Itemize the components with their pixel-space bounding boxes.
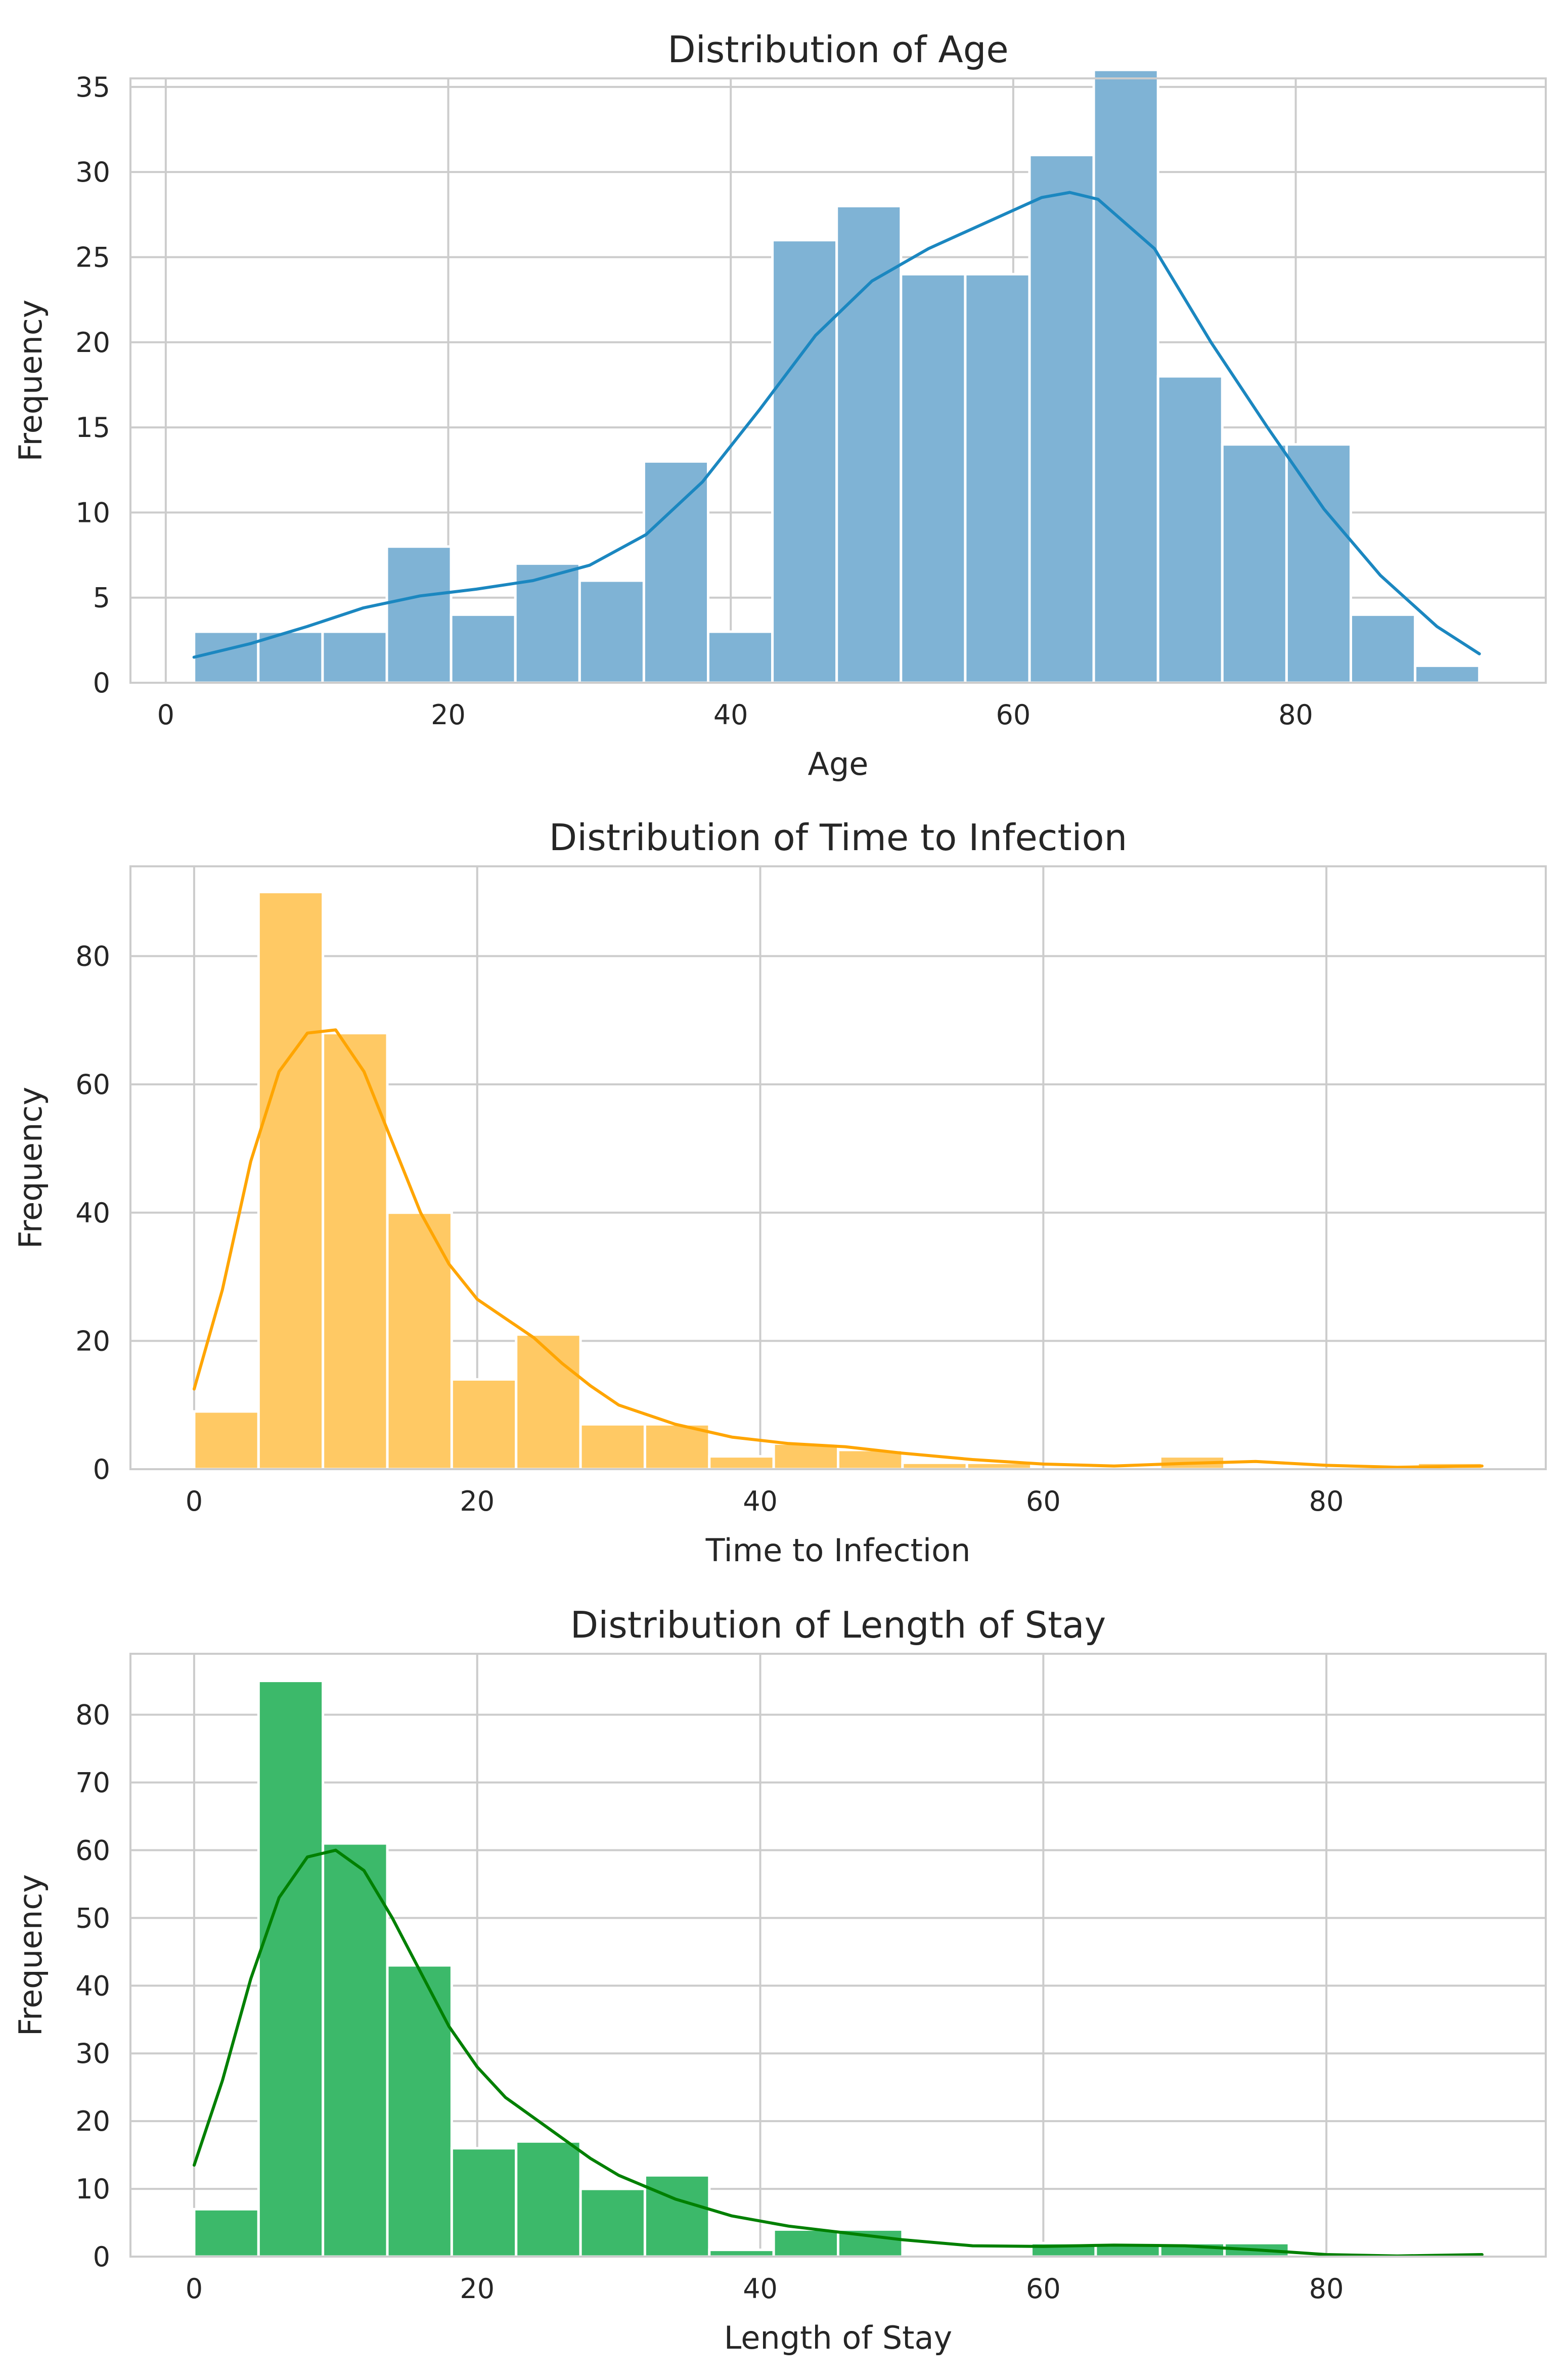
histogram-bar <box>450 613 517 684</box>
histogram-bar <box>385 545 453 684</box>
x-tick-label: 80 <box>1278 699 1313 731</box>
histogram-bar <box>321 630 388 684</box>
chart-title: Distribution of Time to Infection <box>549 816 1128 859</box>
histogram-bar <box>257 1680 325 2258</box>
x-tick-label: 80 <box>1309 2273 1344 2305</box>
y-tick-label: 0 <box>93 667 110 699</box>
histogram-bar <box>386 1964 453 2258</box>
y-tick-label: 10 <box>75 2173 110 2205</box>
histogram-bar <box>515 1333 582 1471</box>
y-tick-label: 40 <box>75 1970 110 2002</box>
y-tick-label: 20 <box>75 1325 110 1357</box>
histogram-bar <box>642 460 710 684</box>
histogram-bar <box>450 1378 518 1471</box>
histogram-bar <box>193 630 260 684</box>
chart-title: Distribution of Age <box>667 28 1008 71</box>
histogram-bar <box>1156 375 1224 684</box>
panel-length-of-stay: 0 20 40 60 80 0 10 20 30 40 50 60 70 80 Distribution o… <box>12 1604 1547 2356</box>
x-tick-label: 60 <box>1026 2273 1061 2305</box>
plot-frame <box>129 1653 1547 2258</box>
y-tick-label: 50 <box>75 1902 110 1934</box>
histogram-bar <box>707 630 774 684</box>
y-tick-label: 40 <box>75 1197 110 1229</box>
y-tick-label: 25 <box>75 241 110 273</box>
histogram-bar <box>579 2187 646 2258</box>
plot-frame <box>129 77 1547 684</box>
kde-line <box>193 1848 1484 2258</box>
x-tick-label: 20 <box>460 2273 495 2305</box>
x-tick-label: 0 <box>186 1485 203 1517</box>
y-axis-label: Frequency <box>12 1874 49 2036</box>
histogram-bar <box>1414 664 1481 684</box>
histogram-bar <box>515 2140 582 2258</box>
x-tick-label: 60 <box>996 699 1031 731</box>
y-tick-label: 20 <box>75 327 110 359</box>
y-tick-label: 70 <box>75 1767 110 1798</box>
y-axis-label: Frequency <box>12 299 49 461</box>
histogram-bar <box>1028 153 1095 684</box>
histogram-bar <box>771 239 838 684</box>
histogram-bar <box>450 2147 518 2258</box>
histogram-bar <box>193 2208 260 2258</box>
y-tick-label: 20 <box>75 2105 110 2137</box>
y-tick-label: 80 <box>75 1699 110 1731</box>
y-axis-label: Frequency <box>12 1087 49 1249</box>
histogram-bar <box>322 1842 389 2258</box>
x-axis-label: Age <box>808 745 869 782</box>
panel-age: 0 20 40 60 80 0 5 10 15 20 25 30 35 Distribution of A… <box>12 28 1547 782</box>
histogram-bar <box>1092 68 1159 684</box>
histogram-bar <box>1350 613 1417 684</box>
x-tick-label: 20 <box>460 1485 495 1517</box>
histogram-bar <box>772 2228 840 2258</box>
plot-frame <box>129 865 1547 1470</box>
histogram-bar <box>257 891 325 1471</box>
histogram-bar <box>1285 443 1353 684</box>
x-tick-label: 40 <box>743 2273 778 2305</box>
y-tick-label: 80 <box>75 941 110 973</box>
y-tick-label: 60 <box>75 1069 110 1100</box>
panel-time-to-infection: 0 20 40 60 80 0 20 40 60 80 Distribution of Time t… <box>12 816 1547 1569</box>
histogram-bar <box>322 1032 389 1471</box>
y-tick-label: 5 <box>93 582 110 614</box>
histogram-bar <box>835 204 903 684</box>
histogram-bar <box>193 1410 260 1471</box>
histogram-bar <box>643 2174 711 2258</box>
x-tick-label: 40 <box>743 1485 778 1517</box>
y-tick-label: 60 <box>75 1834 110 1866</box>
histogram-bar <box>578 579 645 684</box>
y-tick-label: 35 <box>75 71 110 103</box>
y-tick-label: 15 <box>75 412 110 444</box>
x-tick-label: 20 <box>431 699 466 731</box>
x-tick-label: 80 <box>1309 1485 1344 1517</box>
x-tick-label: 0 <box>157 699 174 731</box>
histogram-bar <box>964 273 1031 684</box>
y-tick-label: 30 <box>75 2038 110 2069</box>
histogram-bar <box>643 1423 711 1471</box>
kde-line <box>193 1028 1484 1469</box>
histogram-bar <box>900 273 967 684</box>
x-axis-label: Length of Stay <box>724 2319 952 2356</box>
y-tick-label: 0 <box>93 2241 110 2273</box>
x-tick-label: 40 <box>713 699 748 731</box>
kde-line <box>192 191 1481 659</box>
histogram-bar <box>708 2249 775 2258</box>
x-axis-label: Time to Infection <box>705 1532 971 1569</box>
histogram-bar <box>1221 443 1288 684</box>
x-tick-label: 0 <box>186 2273 203 2305</box>
y-tick-label: 30 <box>75 156 110 188</box>
y-tick-label: 10 <box>75 497 110 528</box>
y-tick-label: 0 <box>93 1453 110 1485</box>
x-tick-label: 60 <box>1026 1485 1061 1517</box>
histogram-bar <box>579 1423 646 1471</box>
histogram-bar <box>708 1455 775 1471</box>
chart-title: Distribution of Length of Stay <box>570 1604 1106 1646</box>
histogram-bar <box>772 1442 840 1471</box>
